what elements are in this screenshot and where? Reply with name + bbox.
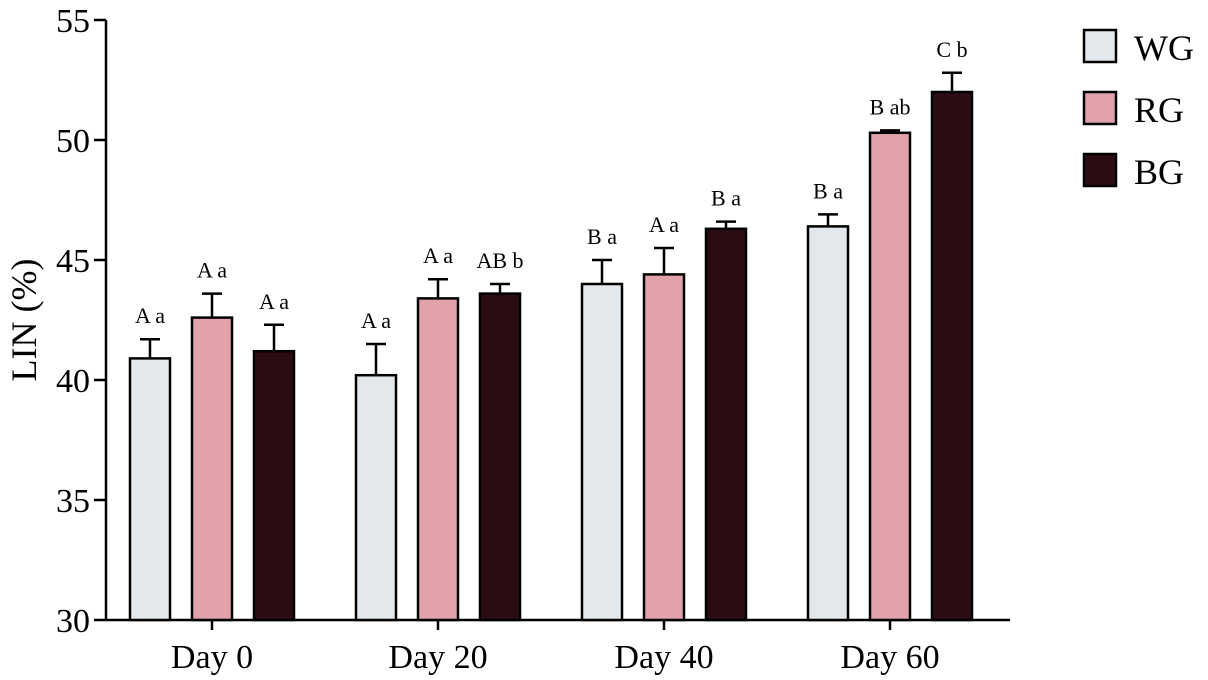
y-tick-label: 40 <box>56 363 90 400</box>
bar-rg-1 <box>416 297 460 622</box>
bar-wg-2 <box>580 282 624 622</box>
legend-label-rg: RG <box>1134 90 1184 130</box>
legend-swatch-rg <box>1082 90 1118 126</box>
significance-label: A a <box>423 243 453 268</box>
bar-rg-0 <box>190 316 234 622</box>
significance-label: C b <box>936 37 967 62</box>
bar-bg-0 <box>252 349 296 622</box>
bar-rg-3 <box>868 131 912 622</box>
bars: A a A a A a A a A a AB b B a A a B a B a B ab C b <box>128 37 974 622</box>
legend-label-wg: WG <box>1134 28 1194 68</box>
legend-swatch-bg <box>1082 152 1118 188</box>
y-axis-label: LIN (%) <box>4 259 44 382</box>
y-tick-label: 35 <box>56 483 90 520</box>
significance-label: A a <box>649 212 679 237</box>
significance-label: A a <box>361 308 391 333</box>
bar-wg-0 <box>128 357 172 622</box>
significance-label: B a <box>813 178 843 203</box>
significance-label: A a <box>197 258 227 283</box>
y-tick-label: 30 <box>56 603 90 640</box>
significance-label: A a <box>135 303 165 328</box>
bar-bg-2 <box>704 227 748 622</box>
y-tick-label: 50 <box>56 123 90 160</box>
bar-wg-3 <box>806 225 850 622</box>
bar-rg-2 <box>642 273 686 622</box>
x-tick-label: Day 0 <box>171 639 253 676</box>
significance-label: AB b <box>476 248 523 273</box>
x-tick-label: Day 40 <box>614 639 713 676</box>
significance-label: B a <box>587 224 617 249</box>
axes: 30 35 40 45 50 55 LIN (%) Day 0 Day 20 Day 40 Day … <box>4 3 1010 676</box>
x-tick-label: Day 20 <box>388 639 487 676</box>
bar-wg-1 <box>354 373 398 622</box>
significance-label: B a <box>711 186 741 211</box>
legend: WG RG BG <box>1082 28 1194 192</box>
bar-bg-3 <box>930 90 974 622</box>
bar-bg-1 <box>478 292 522 622</box>
legend-swatch-wg <box>1082 28 1118 64</box>
x-tick-label: Day 60 <box>840 639 939 676</box>
y-tick-label: 55 <box>56 3 90 40</box>
legend-label-bg: BG <box>1134 152 1184 192</box>
significance-label: B ab <box>870 94 911 119</box>
significance-label: A a <box>259 289 289 314</box>
y-tick-label: 45 <box>56 243 90 280</box>
